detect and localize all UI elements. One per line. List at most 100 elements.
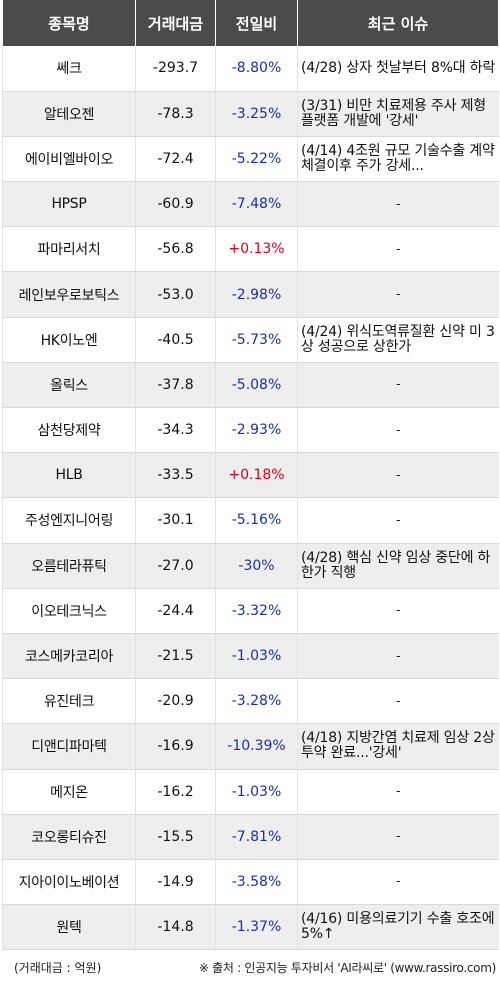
table-row: 지아이이노베이션 -14.9 -3.58% - — [2, 859, 499, 906]
stock-name: 메지온 — [2, 769, 136, 815]
trade-volume: -20.9 — [135, 678, 216, 725]
stock-name: 주성엔지니어링 — [2, 497, 136, 544]
recent-issue: - — [297, 678, 499, 725]
recent-issue: - — [297, 769, 499, 815]
recent-issue: - — [297, 452, 499, 499]
price-change: -5.16% — [215, 497, 298, 544]
trade-volume: -15.5 — [135, 814, 216, 860]
stock-name: 에이비엘바이오 — [2, 136, 136, 183]
recent-issue: - — [297, 407, 499, 454]
stock-name: 알테오젠 — [2, 91, 136, 137]
price-change: -2.98% — [215, 271, 298, 318]
trade-volume: -40.5 — [135, 317, 216, 363]
recent-issue: - — [297, 588, 499, 634]
table-row: HLB -33.5 +0.18% - — [2, 452, 499, 499]
stock-table: 종목명 거래대금 전일비 최근 이슈 쎄크 -293.7 -8.80% (4/28) … — [2, 0, 499, 951]
table-row: 쎄크 -293.7 -8.80% (4/28) 상자 첫날부터 8%대 하락 — [2, 46, 499, 92]
trade-volume: -30.1 — [135, 497, 216, 544]
price-change: -3.58% — [215, 859, 298, 906]
price-change: -1.37% — [215, 904, 298, 951]
recent-issue: (4/24) 위식도역류질환 신약 미 3상 성공으로 상한가 — [297, 317, 499, 363]
price-change: -7.81% — [215, 814, 298, 860]
trade-volume: -293.7 — [135, 46, 216, 92]
stock-name: 파마리서치 — [2, 226, 136, 273]
header-issue: 최근 이슈 — [297, 0, 499, 46]
recent-issue: (4/18) 지방간염 치료제 임상 2상 투약 완료...'강세' — [297, 723, 499, 770]
trade-volume: -27.0 — [135, 543, 216, 589]
stock-name: HPSP — [2, 181, 136, 228]
table-row: 삼천당제약 -34.3 -2.93% - — [2, 407, 499, 454]
price-change: +0.13% — [215, 226, 298, 273]
header-name: 종목명 — [2, 0, 136, 46]
price-change: -3.25% — [215, 91, 298, 137]
stock-name: 쎄크 — [2, 46, 136, 92]
table-header-row: 종목명 거래대금 전일비 최근 이슈 — [2, 0, 499, 46]
stock-name: 코스메카코리아 — [2, 633, 136, 680]
header-change: 전일비 — [215, 0, 298, 46]
trade-volume: -60.9 — [135, 181, 216, 228]
stock-name: 원텍 — [2, 904, 136, 951]
recent-issue: (4/28) 핵심 신약 임상 중단에 하한가 직행 — [297, 543, 499, 589]
trade-volume: -16.2 — [135, 769, 216, 815]
recent-issue: - — [297, 814, 499, 860]
price-change: +0.18% — [215, 452, 298, 499]
recent-issue: - — [297, 362, 499, 409]
trade-volume: -53.0 — [135, 271, 216, 318]
stock-name: 오름테라퓨틱 — [2, 543, 136, 589]
price-change: -3.32% — [215, 588, 298, 634]
stock-name: 지아이이노베이션 — [2, 859, 136, 906]
header-volume: 거래대금 — [135, 0, 216, 46]
trade-volume: -72.4 — [135, 136, 216, 183]
table-row: 레인보우로보틱스 -53.0 -2.98% - — [2, 271, 499, 318]
table-row: 오름테라퓨틱 -27.0 -30% (4/28) 핵심 신약 임상 중단에 하한가 직… — [2, 543, 499, 589]
price-change: -5.22% — [215, 136, 298, 183]
stock-name: 디앤디파마텍 — [2, 723, 136, 770]
table-row: 올릭스 -37.8 -5.08% - — [2, 362, 499, 409]
recent-issue: - — [297, 497, 499, 544]
table-row: 유진테크 -20.9 -3.28% - — [2, 678, 499, 725]
recent-issue: - — [297, 271, 499, 318]
recent-issue: (3/31) 비만 치료제용 주사 제형 플랫폼 개발에 '강세' — [297, 91, 499, 137]
recent-issue: (4/14) 4조원 규모 기술수출 계약체결이후 주가 강세... — [297, 136, 499, 183]
table-row: 주성엔지니어링 -30.1 -5.16% - — [2, 497, 499, 544]
price-change: -5.73% — [215, 317, 298, 363]
recent-issue: (4/28) 상자 첫날부터 8%대 하락 — [297, 46, 499, 92]
price-change: -1.03% — [215, 633, 298, 680]
stock-name: 레인보우로보틱스 — [2, 271, 136, 318]
table-row: 원텍 -14.8 -1.37% (4/16) 미용의료기기 수출 호조에 5%↑ — [2, 904, 499, 951]
table-row: 파마리서치 -56.8 +0.13% - — [2, 226, 499, 273]
trade-volume: -14.9 — [135, 859, 216, 906]
stock-name: 유진테크 — [2, 678, 136, 725]
price-change: -3.28% — [215, 678, 298, 725]
table-row: 에이비엘바이오 -72.4 -5.22% (4/14) 4조원 규모 기술수출 계약체… — [2, 136, 499, 183]
stock-name: HLB — [2, 452, 136, 499]
table-row: 디앤디파마텍 -16.9 -10.39% (4/18) 지방간염 치료제 임상 2상 … — [2, 723, 499, 770]
unit-note: (거래대금 : 억원) — [14, 961, 102, 975]
table-row: 코스메카코리아 -21.5 -1.03% - — [2, 633, 499, 680]
price-change: -5.08% — [215, 362, 298, 409]
trade-volume: -78.3 — [135, 91, 216, 137]
price-change: -1.03% — [215, 769, 298, 815]
recent-issue: - — [297, 633, 499, 680]
table-row: HK이노엔 -40.5 -5.73% (4/24) 위식도역류질환 신약 미 3상 성… — [2, 317, 499, 363]
price-change: -8.80% — [215, 46, 298, 92]
price-change: -10.39% — [215, 723, 298, 770]
table-row: 코오롱티슈진 -15.5 -7.81% - — [2, 814, 499, 860]
trade-volume: -37.8 — [135, 362, 216, 409]
footer: (거래대금 : 억원) ※ 출처 : 인공지능 투자비서 'AI라씨로' (ww… — [0, 952, 500, 982]
recent-issue: - — [297, 226, 499, 273]
table-body: 쎄크 -293.7 -8.80% (4/28) 상자 첫날부터 8%대 하락 알테오젠 -… — [2, 46, 499, 951]
trade-volume: -33.5 — [135, 452, 216, 499]
price-change: -30% — [215, 543, 298, 589]
recent-issue: (4/16) 미용의료기기 수출 호조에 5%↑ — [297, 904, 499, 951]
recent-issue: - — [297, 181, 499, 228]
table-row: 메지온 -16.2 -1.03% - — [2, 769, 499, 815]
trade-volume: -14.8 — [135, 904, 216, 951]
trade-volume: -24.4 — [135, 588, 216, 634]
table-row: 이오테크닉스 -24.4 -3.32% - — [2, 588, 499, 634]
trade-volume: -21.5 — [135, 633, 216, 680]
table-row: 알테오젠 -78.3 -3.25% (3/31) 비만 치료제용 주사 제형 플랫폼 … — [2, 91, 499, 137]
source-note: ※ 출처 : 인공지능 투자비서 'AI라씨로' (www.rassiro.co… — [198, 961, 496, 975]
price-change: -2.93% — [215, 407, 298, 454]
trade-volume: -34.3 — [135, 407, 216, 454]
